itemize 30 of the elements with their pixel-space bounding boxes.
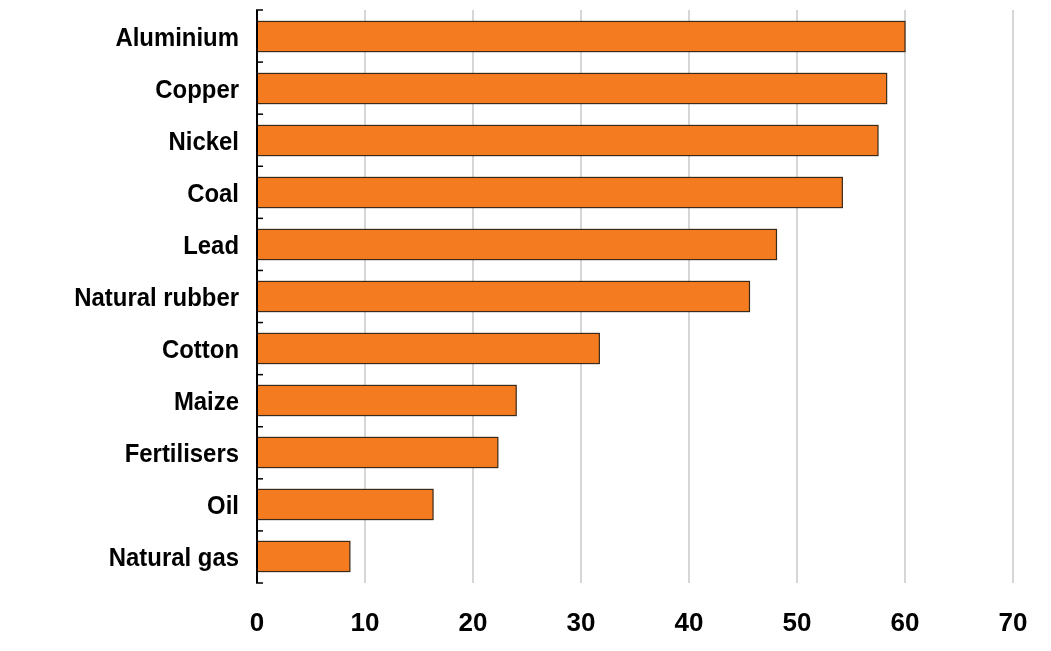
- y-tick-label: Coal: [187, 177, 239, 207]
- bar: [256, 540, 351, 573]
- y-tick-label: Fertilisers: [124, 437, 239, 467]
- x-tick-label: 0: [249, 607, 265, 637]
- y-tick-label: Aluminium: [115, 21, 239, 51]
- x-tick-label: 30: [566, 607, 596, 637]
- y-tick-label: Cotton: [162, 333, 239, 363]
- bar: [256, 488, 434, 521]
- y-tick-label: Copper: [155, 73, 240, 103]
- bar: [256, 176, 843, 209]
- bar: [256, 124, 879, 157]
- y-tick-label: Oil: [207, 489, 239, 519]
- bar: [256, 280, 751, 313]
- bar: [256, 384, 517, 417]
- bar: [256, 436, 499, 469]
- x-tick-label: 40: [674, 607, 704, 637]
- y-tick-label: Nickel: [168, 125, 239, 155]
- x-tick-label: 50: [782, 607, 812, 637]
- y-tick-label: Natural rubber: [74, 281, 240, 311]
- bar: [256, 20, 906, 53]
- x-tick-label: 10: [350, 607, 380, 637]
- bar: [256, 72, 888, 105]
- bar: [256, 228, 778, 261]
- y-tick-label: Maize: [173, 385, 240, 415]
- x-tick-label: 60: [890, 607, 920, 637]
- x-tick-label: 20: [458, 607, 488, 637]
- bar: [256, 332, 600, 365]
- y-tick-label: Lead: [183, 229, 239, 259]
- x-tick-label: 70: [998, 607, 1028, 637]
- y-tick-label: Natural gas: [108, 541, 239, 571]
